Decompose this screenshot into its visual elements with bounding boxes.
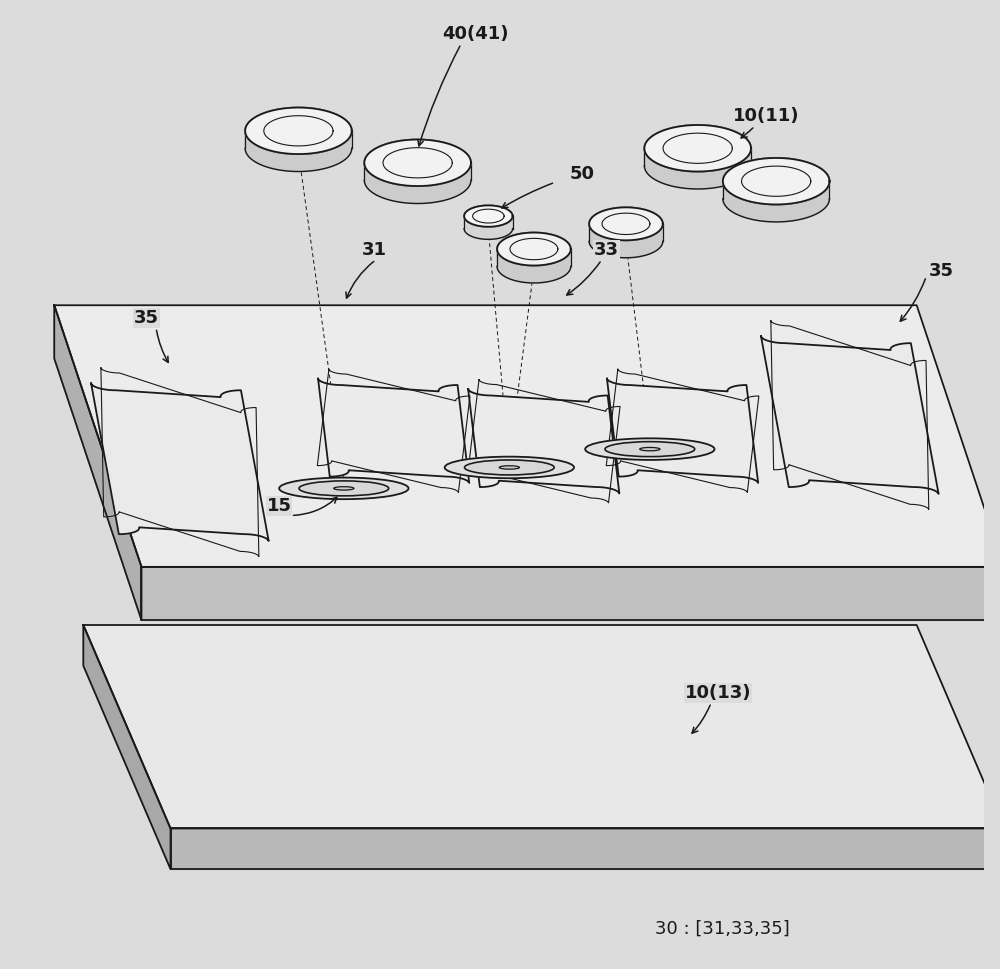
Polygon shape: [171, 828, 1000, 869]
Polygon shape: [589, 224, 663, 258]
Polygon shape: [245, 108, 352, 154]
Ellipse shape: [499, 466, 519, 469]
Polygon shape: [497, 249, 571, 283]
Text: 30 : [31,33,35]: 30 : [31,33,35]: [655, 920, 790, 937]
Polygon shape: [723, 158, 829, 204]
Ellipse shape: [279, 478, 409, 499]
Polygon shape: [364, 163, 471, 203]
Polygon shape: [589, 207, 663, 240]
Text: 40(41): 40(41): [443, 25, 509, 43]
Text: 50: 50: [570, 166, 595, 183]
Ellipse shape: [334, 486, 354, 490]
Text: 31: 31: [362, 241, 387, 259]
Ellipse shape: [585, 438, 715, 460]
Text: 10(13): 10(13): [685, 684, 751, 702]
Polygon shape: [723, 181, 829, 222]
Polygon shape: [245, 131, 352, 172]
Polygon shape: [644, 125, 751, 172]
Polygon shape: [589, 207, 663, 240]
Polygon shape: [464, 205, 513, 227]
Text: 35: 35: [134, 309, 159, 327]
Polygon shape: [644, 148, 751, 189]
Text: 35: 35: [928, 263, 953, 280]
Ellipse shape: [605, 442, 695, 456]
Text: 10(11): 10(11): [733, 108, 800, 125]
Ellipse shape: [640, 448, 660, 451]
Text: 33: 33: [594, 241, 619, 259]
Polygon shape: [607, 379, 758, 483]
Polygon shape: [91, 384, 269, 541]
Ellipse shape: [465, 460, 554, 475]
Polygon shape: [468, 390, 619, 493]
Ellipse shape: [299, 481, 389, 496]
Polygon shape: [364, 140, 471, 186]
Polygon shape: [644, 125, 751, 172]
Polygon shape: [141, 567, 1000, 620]
Text: 15: 15: [267, 497, 292, 515]
Polygon shape: [464, 205, 513, 227]
Polygon shape: [83, 625, 171, 869]
Polygon shape: [54, 305, 1000, 567]
Polygon shape: [245, 108, 352, 154]
Polygon shape: [464, 216, 513, 239]
Polygon shape: [318, 379, 469, 483]
Polygon shape: [497, 233, 571, 266]
Polygon shape: [723, 158, 829, 204]
Polygon shape: [54, 305, 141, 620]
Ellipse shape: [445, 456, 574, 479]
Polygon shape: [761, 336, 939, 494]
Polygon shape: [364, 140, 471, 186]
Polygon shape: [497, 233, 571, 266]
Polygon shape: [83, 625, 1000, 828]
